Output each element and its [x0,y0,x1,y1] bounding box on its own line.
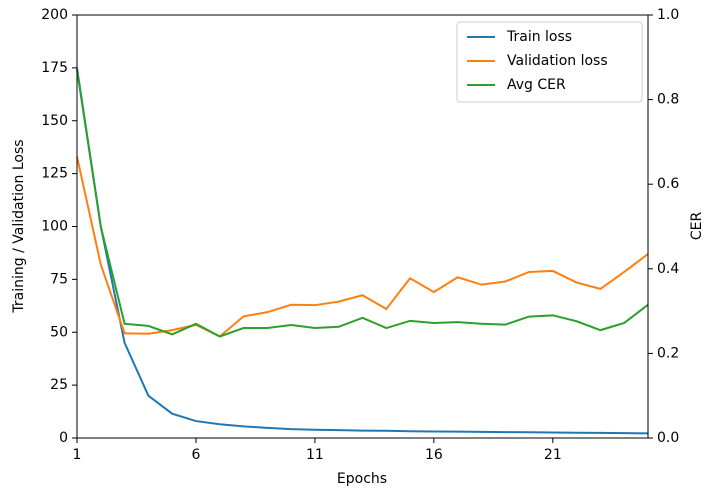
x-tick-label: 16 [425,447,443,463]
plot-frame [76,14,649,439]
x-axis-label: Epochs [337,471,387,487]
y-tick-label: 50 [50,324,68,340]
x-tick-label: 11 [306,447,324,463]
line-series [76,69,649,338]
x-tick-label: 1 [73,447,82,463]
y2-tick-label: 0.2 [657,345,679,361]
y2-tick-label: 0.8 [657,92,679,108]
y-tick-label: 25 [50,377,68,393]
y-tick-label: 100 [41,219,68,235]
y2-tick-label: 0.0 [657,430,679,446]
y-axis-label: Training / Validation Loss [11,139,27,313]
legend-box [456,21,643,103]
line-series [76,156,649,338]
legend-label: Avg CER [507,77,566,93]
line-series [76,67,649,435]
y-tick-label: 75 [50,271,68,287]
y2-tick-label: 0.4 [657,261,679,277]
legend-label: Validation loss [507,53,608,69]
y-tick-label: 175 [41,60,68,76]
y-tick-label: 0 [59,430,68,446]
x-tick-label: 6 [191,447,200,463]
y-tick-label: 200 [41,7,68,23]
y2-axis-label: CER [689,212,705,241]
y2-tick-label: 1.0 [657,7,679,23]
y-tick-label: 150 [41,113,68,129]
y2-tick-label: 0.6 [657,176,679,192]
legend-label: Train loss [506,29,572,45]
x-tick-label: 21 [544,447,562,463]
y-tick-label: 125 [41,166,68,182]
